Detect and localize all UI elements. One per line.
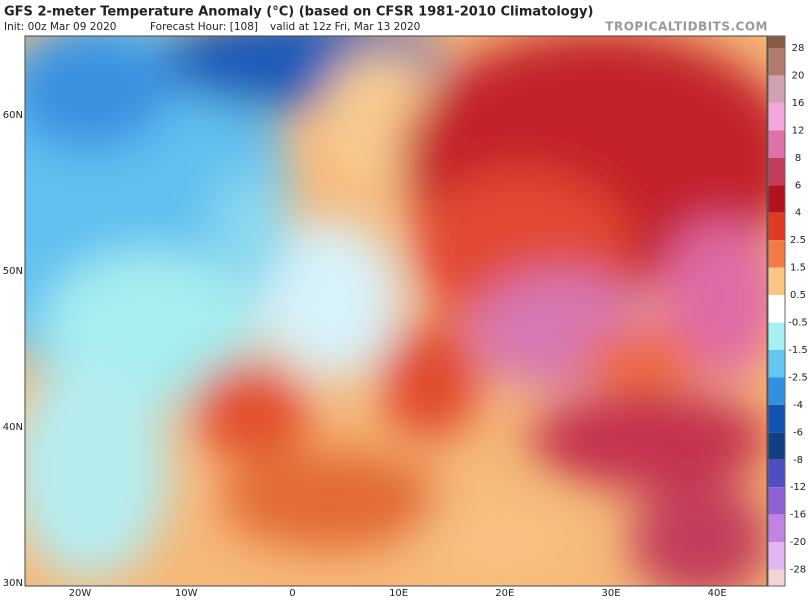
colorbar-swatch — [768, 102, 785, 131]
colorbar-swatch — [768, 404, 785, 433]
map-frame — [24, 35, 768, 587]
lon-label: 20W — [69, 588, 92, 599]
title: GFS 2-meter Temperature Anomaly (°C) (ba… — [4, 5, 593, 20]
colorbar-swatch — [768, 487, 785, 515]
colorbar-swatch — [768, 569, 785, 586]
colorbar-label: 2.5 — [790, 235, 806, 246]
colorbar-swatch — [768, 240, 785, 268]
colorbar-label: 28 — [792, 43, 805, 54]
colorbar-label: 4 — [795, 208, 801, 219]
colorbar-swatch — [768, 157, 785, 186]
colorbar-label: 12 — [792, 125, 805, 136]
lon-label: 10W — [175, 588, 198, 599]
colorbar-label: -2.5 — [788, 372, 808, 383]
lat-label: 40N — [3, 422, 23, 433]
lon-label: 30E — [601, 588, 620, 599]
watermark: TROPICALTIDBITS.COM — [605, 20, 768, 34]
colorbar-swatch — [768, 377, 785, 405]
colorbar-label: -1.5 — [788, 345, 808, 356]
anomaly-map — [25, 36, 767, 586]
colorbar-label: 20 — [792, 70, 805, 81]
colorbar-frame — [767, 35, 786, 587]
colorbar-label: -12 — [790, 482, 806, 493]
colorbar-swatch — [768, 514, 785, 543]
colorbar-swatch — [768, 48, 785, 76]
colorbar-label: 6 — [795, 180, 801, 191]
colorbar-swatch — [768, 212, 785, 241]
colorbar-swatch — [768, 349, 785, 378]
colorbar-label: -4 — [793, 400, 803, 411]
colorbar-label: 0.5 — [790, 290, 806, 301]
lon-label: 10E — [389, 588, 408, 599]
colorbar-swatch — [768, 130, 785, 158]
colorbar-swatch — [768, 322, 785, 350]
colorbar-label: -8 — [793, 455, 803, 466]
colorbar-label: 1.5 — [790, 263, 806, 274]
colorbar-label: -28 — [790, 565, 806, 576]
colorbar-swatch — [768, 75, 785, 103]
colorbar-swatch — [768, 432, 785, 460]
init-time: Init: 00z Mar 09 2020 — [4, 21, 116, 33]
lat-label: 60N — [3, 110, 23, 121]
colorbar-label: -20 — [790, 537, 806, 548]
colorbar-swatch — [768, 185, 785, 213]
colorbar-label: -0.5 — [788, 318, 808, 329]
colorbar-swatch — [768, 459, 785, 488]
valid-time: valid at 12z Fri, Mar 13 2020 — [270, 21, 420, 33]
colorbar-label: 8 — [795, 153, 801, 164]
colorbar-swatch — [768, 267, 785, 296]
lon-label: 40E — [708, 588, 727, 599]
colorbar-label: -6 — [793, 427, 803, 438]
colorbar-label: -16 — [790, 510, 806, 521]
colorbar-label: 16 — [792, 98, 805, 109]
colorbar-swatch — [768, 36, 785, 48]
colorbar-swatch — [768, 542, 785, 570]
forecast-hour: Forecast Hour: [108] — [150, 21, 258, 33]
lon-label: 0 — [289, 588, 295, 599]
colorbar-swatch — [768, 295, 785, 323]
lon-label: 20E — [495, 588, 514, 599]
lat-label: 50N — [3, 266, 23, 277]
lat-label: 30N — [3, 578, 23, 589]
